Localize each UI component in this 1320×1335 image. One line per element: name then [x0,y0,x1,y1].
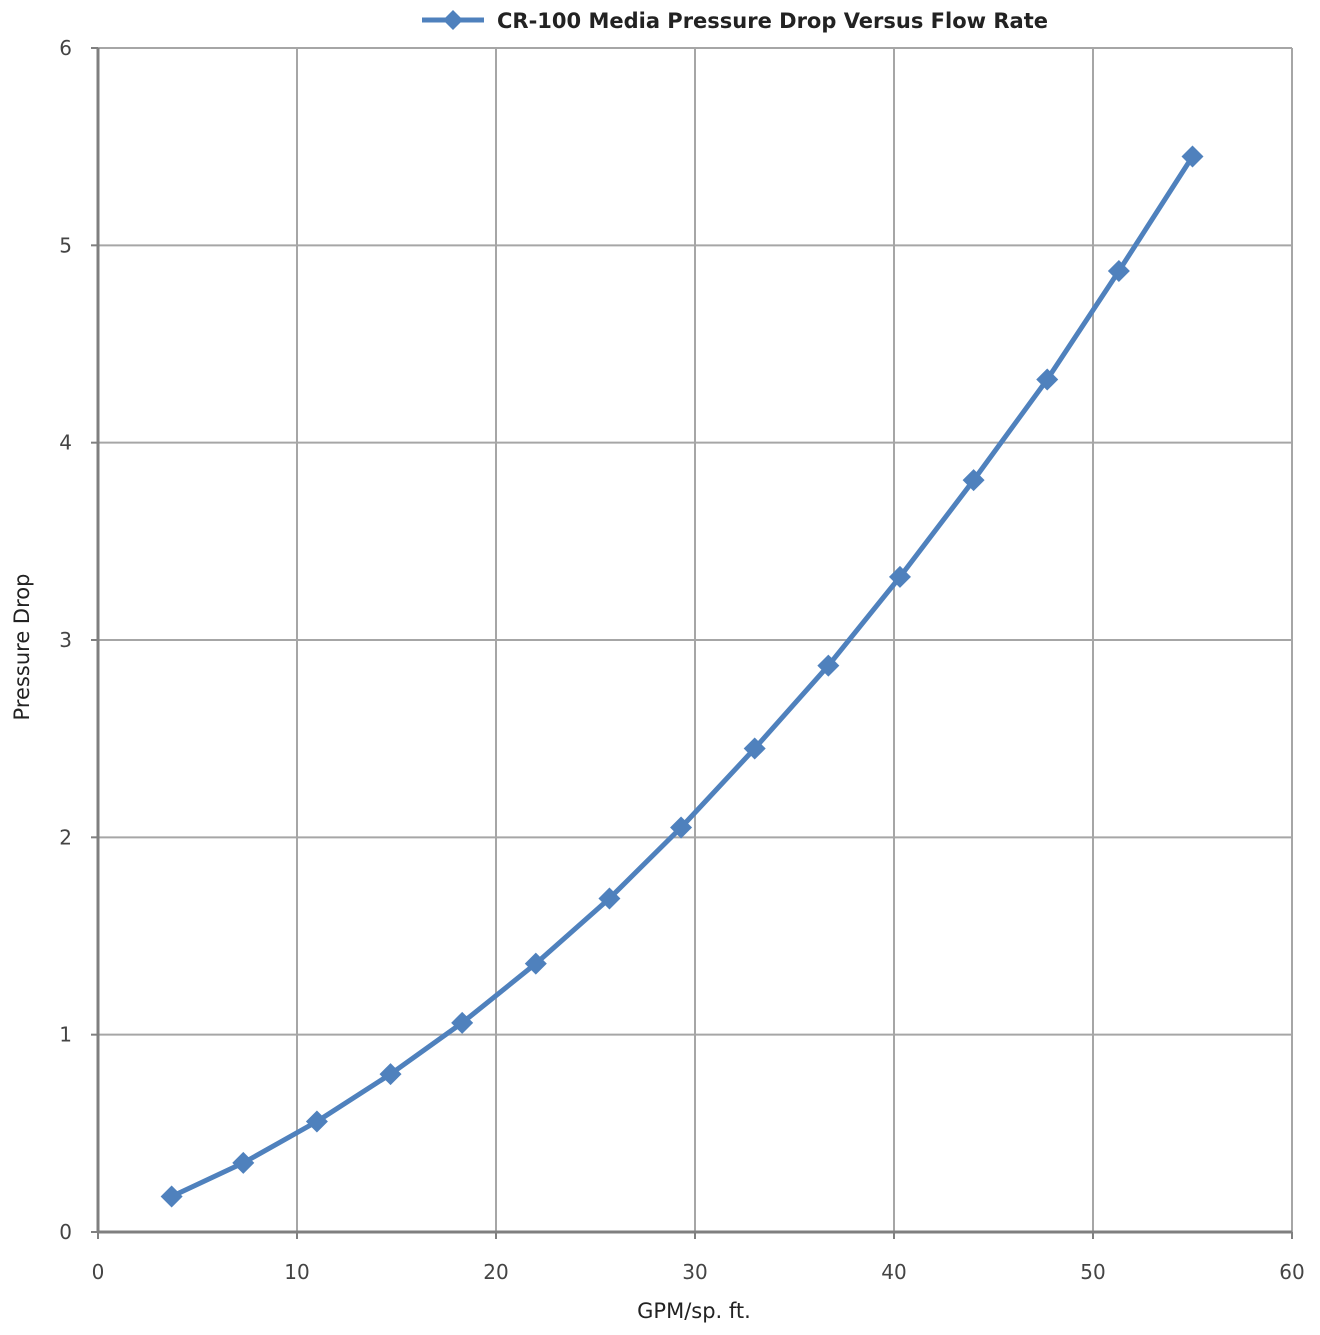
legend-label: CR-100 Media Pressure Drop Versus Flow R… [497,9,1048,33]
y-tick-label: 5 [59,233,72,257]
data-point-marker [305,1110,328,1133]
y-tick-label: 2 [59,825,72,849]
data-point-marker [962,469,985,492]
x-tick-label: 40 [881,1260,906,1284]
data-point-marker [451,1011,474,1034]
data-point-marker [379,1063,402,1086]
data-point-marker [888,565,911,588]
data-point-marker [160,1185,183,1208]
y-tick-label: 3 [59,628,72,652]
y-tick-label: 4 [59,431,72,455]
series-line [170,155,1195,1199]
x-tick-labels: 0 10 20 30 40 50 60 [92,1260,1305,1284]
grid-lines [98,47,1293,1232]
data-point-marker [1107,259,1130,282]
x-tick-label: 20 [483,1260,508,1284]
x-axis-label: GPM/sp. ft. [637,1299,751,1323]
y-tick-label: 0 [59,1220,72,1244]
series-group [160,145,1204,1208]
x-tick-label: 50 [1080,1260,1105,1284]
y-tick-labels: 0 1 2 3 4 5 6 [59,36,72,1244]
x-tick-label: 0 [92,1260,105,1284]
data-point-marker [817,654,840,677]
y-tick-label: 6 [59,36,72,60]
legend: CR-100 Media Pressure Drop Versus Flow R… [422,9,1048,33]
data-point-marker [1181,145,1204,168]
x-tick-label: 10 [284,1260,309,1284]
data-point-marker [743,737,766,760]
y-tick-label: 1 [59,1023,72,1047]
data-point-marker [232,1151,255,1174]
data-point-marker [524,952,547,975]
legend-marker-swatch [443,10,463,30]
data-point-marker [598,887,621,910]
axes [91,47,1293,1239]
y-axis-label: Pressure Drop [10,574,34,721]
x-tick-label: 30 [682,1260,707,1284]
data-point-marker [670,816,693,839]
data-point-marker [1036,368,1059,391]
x-tick-label: 60 [1279,1260,1304,1284]
